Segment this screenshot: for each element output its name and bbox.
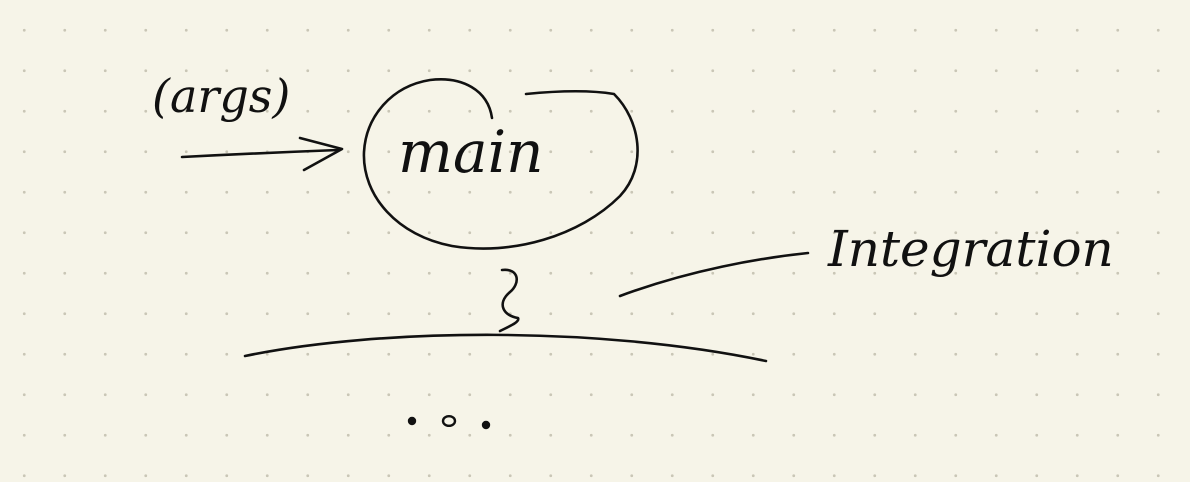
integration-pointer-line bbox=[618, 251, 810, 298]
ellipsis-dot-3 bbox=[481, 420, 491, 430]
ellipsis-dot-1 bbox=[407, 416, 417, 426]
input-arrow-head bbox=[298, 136, 344, 172]
connector-squiggle bbox=[498, 268, 520, 333]
integration-surface-line bbox=[243, 333, 768, 363]
ellipsis-marks bbox=[407, 415, 491, 430]
main-node-outline bbox=[362, 78, 639, 250]
input-arrow-shaft bbox=[180, 148, 340, 159]
args-label: (args) bbox=[152, 69, 290, 123]
main-node-label: main bbox=[398, 118, 543, 186]
integration-label: Integration bbox=[827, 220, 1114, 278]
ellipsis-dot-2 bbox=[441, 415, 457, 428]
